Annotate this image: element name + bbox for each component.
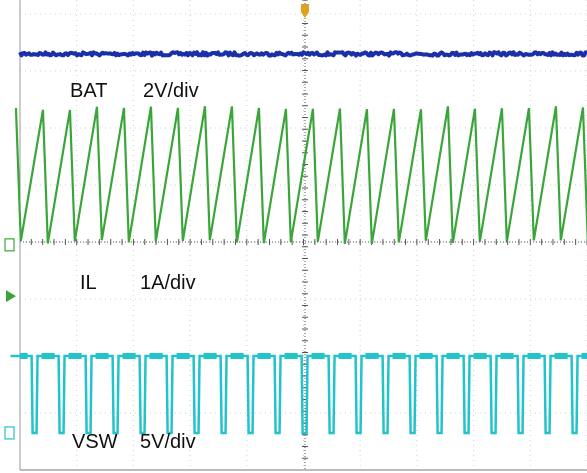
channel-markers bbox=[4, 4, 309, 440]
label-bat: BAT bbox=[70, 80, 107, 102]
grid bbox=[19, 0, 587, 471]
traces bbox=[10, 50, 587, 436]
ground-marker-il bbox=[4, 238, 15, 252]
label-il: IL bbox=[80, 272, 97, 294]
trace-il bbox=[14, 106, 587, 245]
cursor-arrow-icon bbox=[6, 290, 16, 303]
scale-vsw: 5V/div bbox=[140, 431, 196, 453]
trigger-marker-icon bbox=[301, 4, 309, 18]
trace-vsw bbox=[10, 354, 587, 435]
label-vsw: VSW bbox=[72, 431, 118, 453]
trace-bat bbox=[18, 50, 587, 58]
scale-bat: 2V/div bbox=[143, 80, 199, 102]
ground-marker-vsw bbox=[4, 426, 15, 440]
scale-il: 1A/div bbox=[140, 272, 196, 294]
